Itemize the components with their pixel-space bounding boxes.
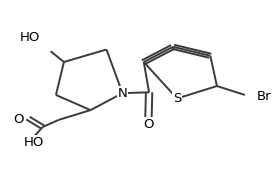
Text: O: O	[143, 118, 153, 131]
Text: Br: Br	[257, 90, 271, 103]
Text: S: S	[173, 92, 181, 105]
Text: HO: HO	[24, 136, 44, 149]
Text: O: O	[13, 113, 23, 125]
Text: HO: HO	[20, 31, 40, 44]
Text: N: N	[118, 87, 127, 100]
